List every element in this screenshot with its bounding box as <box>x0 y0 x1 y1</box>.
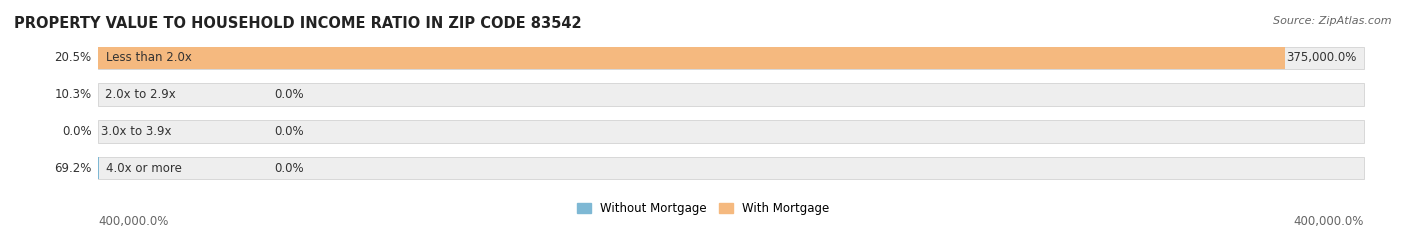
Text: 0.0%: 0.0% <box>274 88 304 101</box>
Bar <box>98 47 1364 69</box>
Text: 20.5%: 20.5% <box>55 51 91 65</box>
Text: Source: ZipAtlas.com: Source: ZipAtlas.com <box>1274 16 1392 26</box>
Legend: Without Mortgage, With Mortgage: Without Mortgage, With Mortgage <box>572 198 834 220</box>
Bar <box>98 157 1364 179</box>
Text: PROPERTY VALUE TO HOUSEHOLD INCOME RATIO IN ZIP CODE 83542: PROPERTY VALUE TO HOUSEHOLD INCOME RATIO… <box>14 16 582 31</box>
Text: 0.0%: 0.0% <box>62 125 91 138</box>
Text: 2.0x to 2.9x: 2.0x to 2.9x <box>105 88 176 101</box>
Text: 400,000.0%: 400,000.0% <box>1294 215 1364 228</box>
Bar <box>98 120 1364 143</box>
Bar <box>98 83 1364 106</box>
Text: 400,000.0%: 400,000.0% <box>98 215 169 228</box>
Text: 0.0%: 0.0% <box>274 161 304 175</box>
Text: 3.0x to 3.9x: 3.0x to 3.9x <box>101 125 172 138</box>
Text: 4.0x or more: 4.0x or more <box>105 161 181 175</box>
Bar <box>98 47 1285 69</box>
Text: 10.3%: 10.3% <box>55 88 91 101</box>
Text: 69.2%: 69.2% <box>53 161 91 175</box>
Text: 375,000.0%: 375,000.0% <box>1286 51 1357 65</box>
Text: Less than 2.0x: Less than 2.0x <box>105 51 191 65</box>
Text: 0.0%: 0.0% <box>274 125 304 138</box>
